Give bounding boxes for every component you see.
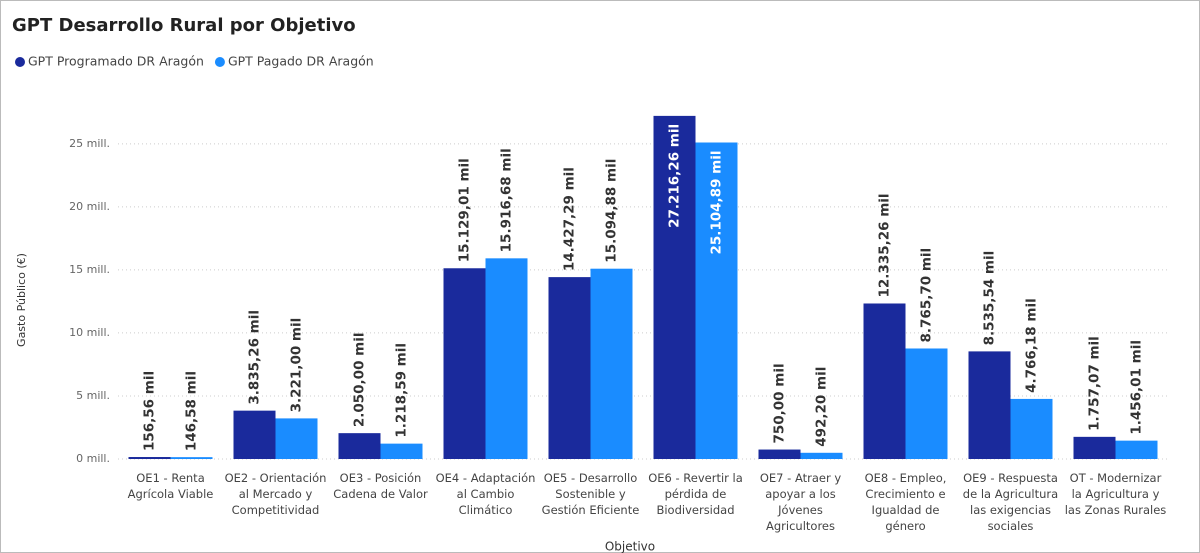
bar bbox=[653, 115, 696, 459]
bar bbox=[863, 303, 906, 459]
x-tick-label: OE5 - Desarrollo Sostenible y Gestión Ef… bbox=[541, 471, 640, 517]
data-label: 8.765,70 mil bbox=[919, 248, 935, 343]
chart-title: GPT Desarrollo Rural por Objetivo bbox=[12, 15, 356, 36]
bar bbox=[1010, 398, 1053, 459]
bar bbox=[128, 457, 171, 459]
bar bbox=[485, 258, 528, 459]
y-axis-title: Gasto Público (€) bbox=[15, 253, 28, 347]
y-tick-label: 0 mill. bbox=[76, 452, 110, 465]
bar bbox=[968, 351, 1011, 459]
bar bbox=[905, 348, 948, 459]
data-label: 14.427,29 mil bbox=[562, 167, 578, 271]
x-tick-label: OE8 - Empleo, Crecimiento e Igualdad de … bbox=[864, 471, 947, 533]
bar bbox=[695, 142, 738, 459]
bar bbox=[443, 268, 486, 459]
bar bbox=[338, 433, 381, 459]
data-label: 3.221,00 mil bbox=[289, 318, 305, 413]
x-tick-label: OE2 - Orientación al Mercado y Competiti… bbox=[224, 471, 327, 517]
data-label: 1.218,59 mil bbox=[394, 343, 410, 438]
legend-marker bbox=[15, 57, 25, 67]
bar bbox=[590, 268, 633, 459]
bar bbox=[170, 457, 213, 459]
legend-label: GPT Pagado DR Aragón bbox=[228, 54, 374, 69]
x-tick-label: OE1 - Renta Agrícola Viable bbox=[127, 471, 214, 501]
y-tick-label: 25 mill. bbox=[69, 137, 110, 150]
data-label: 25.104,89 mil bbox=[709, 150, 725, 254]
data-label: 12.335,26 mil bbox=[877, 193, 893, 297]
bar bbox=[758, 449, 801, 459]
data-label: 2.050,00 mil bbox=[352, 333, 368, 428]
x-tick-label: OE3 - Posición Cadena de Valor bbox=[333, 471, 428, 501]
x-tick-label: OE9 - Respuesta de la Agricultura las ex… bbox=[962, 471, 1059, 533]
data-label: 156,56 mil bbox=[142, 371, 158, 451]
data-label: 4.766,18 mil bbox=[1024, 298, 1040, 393]
x-tick-label: OE7 - Atraer y apoyar a los Jóvenes Agri… bbox=[759, 471, 842, 533]
bar bbox=[380, 443, 423, 459]
y-tick-label: 15 mill. bbox=[69, 263, 110, 276]
bar bbox=[275, 418, 318, 459]
data-label: 1.757,07 mil bbox=[1087, 336, 1103, 431]
bar bbox=[233, 410, 276, 459]
data-label: 1.456,01 mil bbox=[1129, 340, 1145, 435]
data-label: 15.129,01 mil bbox=[457, 158, 473, 262]
legend-label: GPT Programado DR Aragón bbox=[28, 54, 204, 69]
bar bbox=[800, 452, 843, 459]
data-label: 3.835,26 mil bbox=[247, 310, 263, 405]
data-label: 15.094,88 mil bbox=[604, 159, 620, 263]
x-axis-title: Objetivo bbox=[605, 540, 655, 553]
x-tick-label: OT - Modernizar la Agricultura y las Zon… bbox=[1064, 471, 1167, 517]
bar bbox=[1115, 440, 1158, 459]
data-label: 15.916,68 mil bbox=[499, 148, 515, 252]
y-tick-label: 20 mill. bbox=[69, 200, 110, 213]
y-tick-label: 5 mill. bbox=[76, 389, 110, 402]
data-label: 27.216,26 mil bbox=[667, 124, 683, 228]
data-label: 750,00 mil bbox=[772, 363, 788, 443]
x-tick-label: OE6 - Revertir la pérdida de Biodiversid… bbox=[648, 471, 743, 517]
bar bbox=[548, 277, 591, 459]
legend-marker bbox=[214, 57, 225, 67]
bar bbox=[1073, 436, 1116, 459]
data-label: 8.535,54 mil bbox=[982, 251, 998, 346]
x-tick-label: OE4 - Adaptación al Cambio Climático bbox=[435, 471, 536, 517]
data-label: 492,20 mil bbox=[814, 367, 830, 447]
data-label: 146,58 mil bbox=[184, 371, 200, 451]
y-tick-label: 10 mill. bbox=[69, 326, 110, 339]
